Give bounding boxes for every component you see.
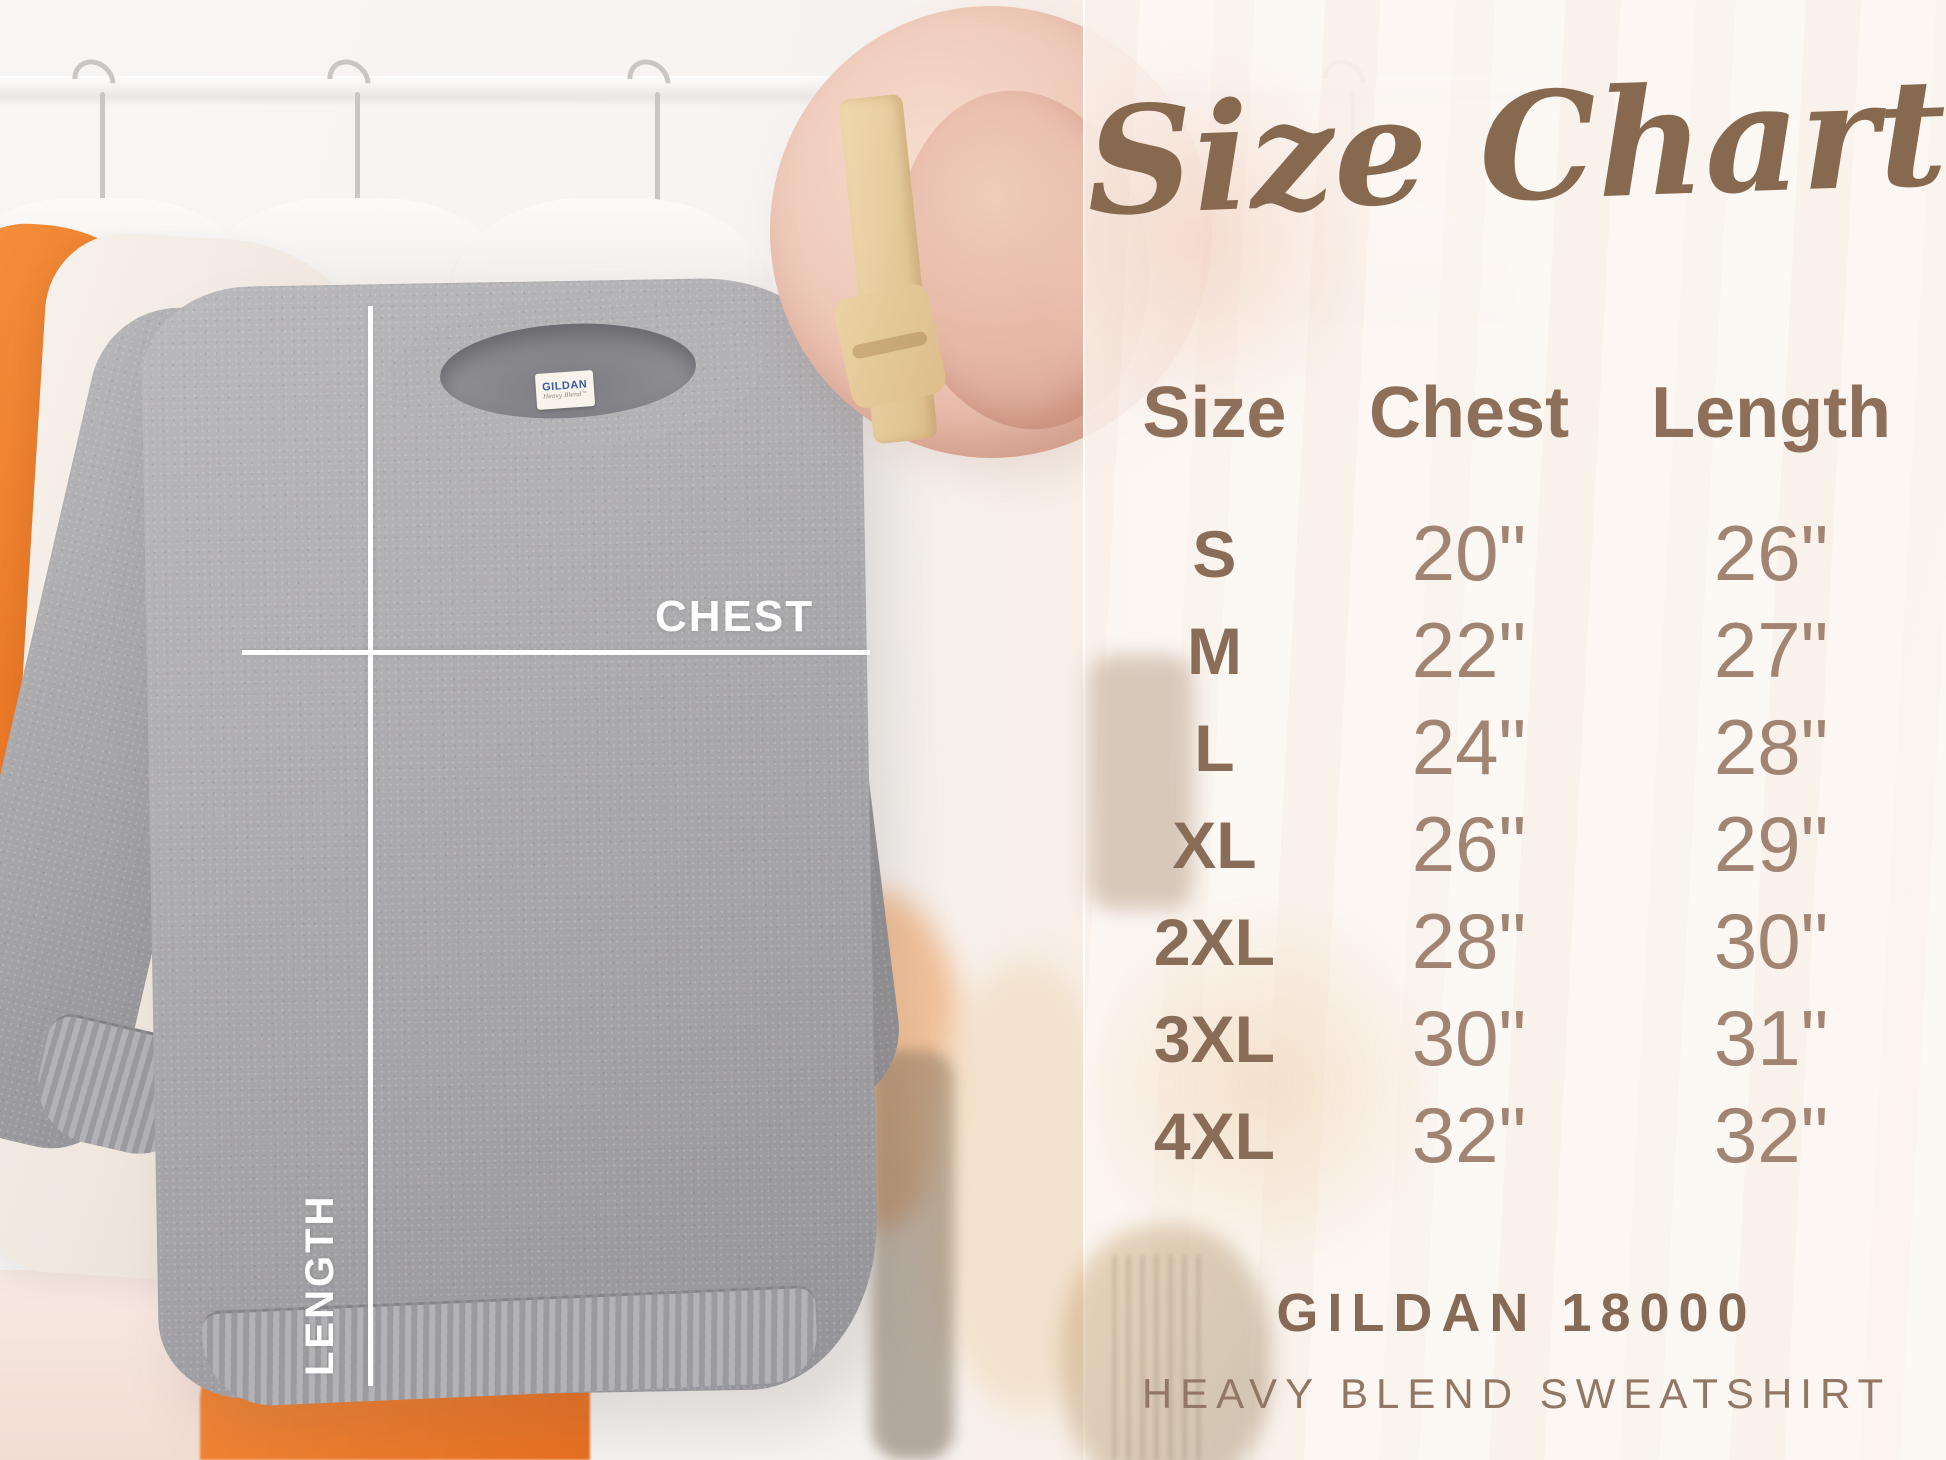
- guitar-silhouette: [872, 1050, 954, 1460]
- table-row-length: 31": [1713, 994, 1829, 1082]
- table-row-chest: 30": [1411, 994, 1527, 1082]
- table-row-chest: 20": [1411, 509, 1527, 597]
- table-row-chest: 24": [1411, 703, 1527, 791]
- blurred-guitar-body: [1061, 1225, 1271, 1460]
- table-row-length: 27": [1713, 606, 1829, 694]
- size-table: S 20" 26" M 22" 27" L 24" 28" XL 26" 29"…: [1085, 505, 1946, 1184]
- table-row-length: 30": [1713, 897, 1829, 985]
- table-row-length: 29": [1713, 800, 1829, 888]
- size-table-header: Size Chest Length: [1085, 372, 1946, 454]
- size-chart-title: Size Chart: [1083, 45, 1946, 249]
- table-row-size: S: [1192, 516, 1237, 591]
- table-row-size: 4XL: [1153, 1098, 1275, 1173]
- column-header-chest: Chest: [1369, 373, 1570, 453]
- footer-product-name: HEAVY BLEND SWEATSHIRT: [1141, 1370, 1892, 1417]
- table-row-chest: 26": [1411, 800, 1527, 888]
- blurred-guitar-strings: [1113, 1255, 1208, 1460]
- hanger-hook: [355, 92, 360, 212]
- table-row-chest: 28": [1411, 897, 1527, 985]
- table-row-size: XL: [1172, 807, 1257, 882]
- length-label: LENGTH: [298, 1193, 342, 1376]
- blurred-guitar-headstock: [1089, 655, 1193, 910]
- chest-measure-line: [242, 650, 870, 655]
- table-row-chest: 22": [1411, 606, 1527, 694]
- chest-label: CHEST: [655, 592, 815, 641]
- table-row-size: M: [1186, 613, 1242, 688]
- blurred-pampas: [1095, 870, 1425, 1300]
- product-footer: GILDAN 18000 HEAVY BLEND SWEATSHIRT: [1085, 1282, 1946, 1418]
- column-header-length: Length: [1651, 373, 1892, 453]
- table-row-length: 28": [1713, 703, 1829, 791]
- column-header-size: Size: [1142, 373, 1287, 453]
- table-row-size: L: [1194, 710, 1235, 785]
- footer-product-code: GILDAN 18000: [1276, 1283, 1757, 1343]
- length-measure-line: [368, 306, 373, 1386]
- size-chart-panel: Size Chart Size Chest Length S 20" 26" M…: [1035, 0, 1946, 1460]
- neck-tag-subtitle: Heavy Blend™: [542, 390, 588, 401]
- hanger-hook: [100, 92, 105, 212]
- neck-tag: GILDAN Heavy Blend™: [534, 370, 596, 410]
- table-row-size: 3XL: [1153, 1001, 1275, 1076]
- hanger-hook: [655, 92, 660, 212]
- table-row-length: 32": [1713, 1091, 1829, 1179]
- table-row-chest: 32": [1411, 1091, 1527, 1179]
- table-row-length: 26": [1713, 509, 1829, 597]
- panel-warm-glow: [1035, 20, 1355, 460]
- table-row-size: 2XL: [1153, 904, 1275, 979]
